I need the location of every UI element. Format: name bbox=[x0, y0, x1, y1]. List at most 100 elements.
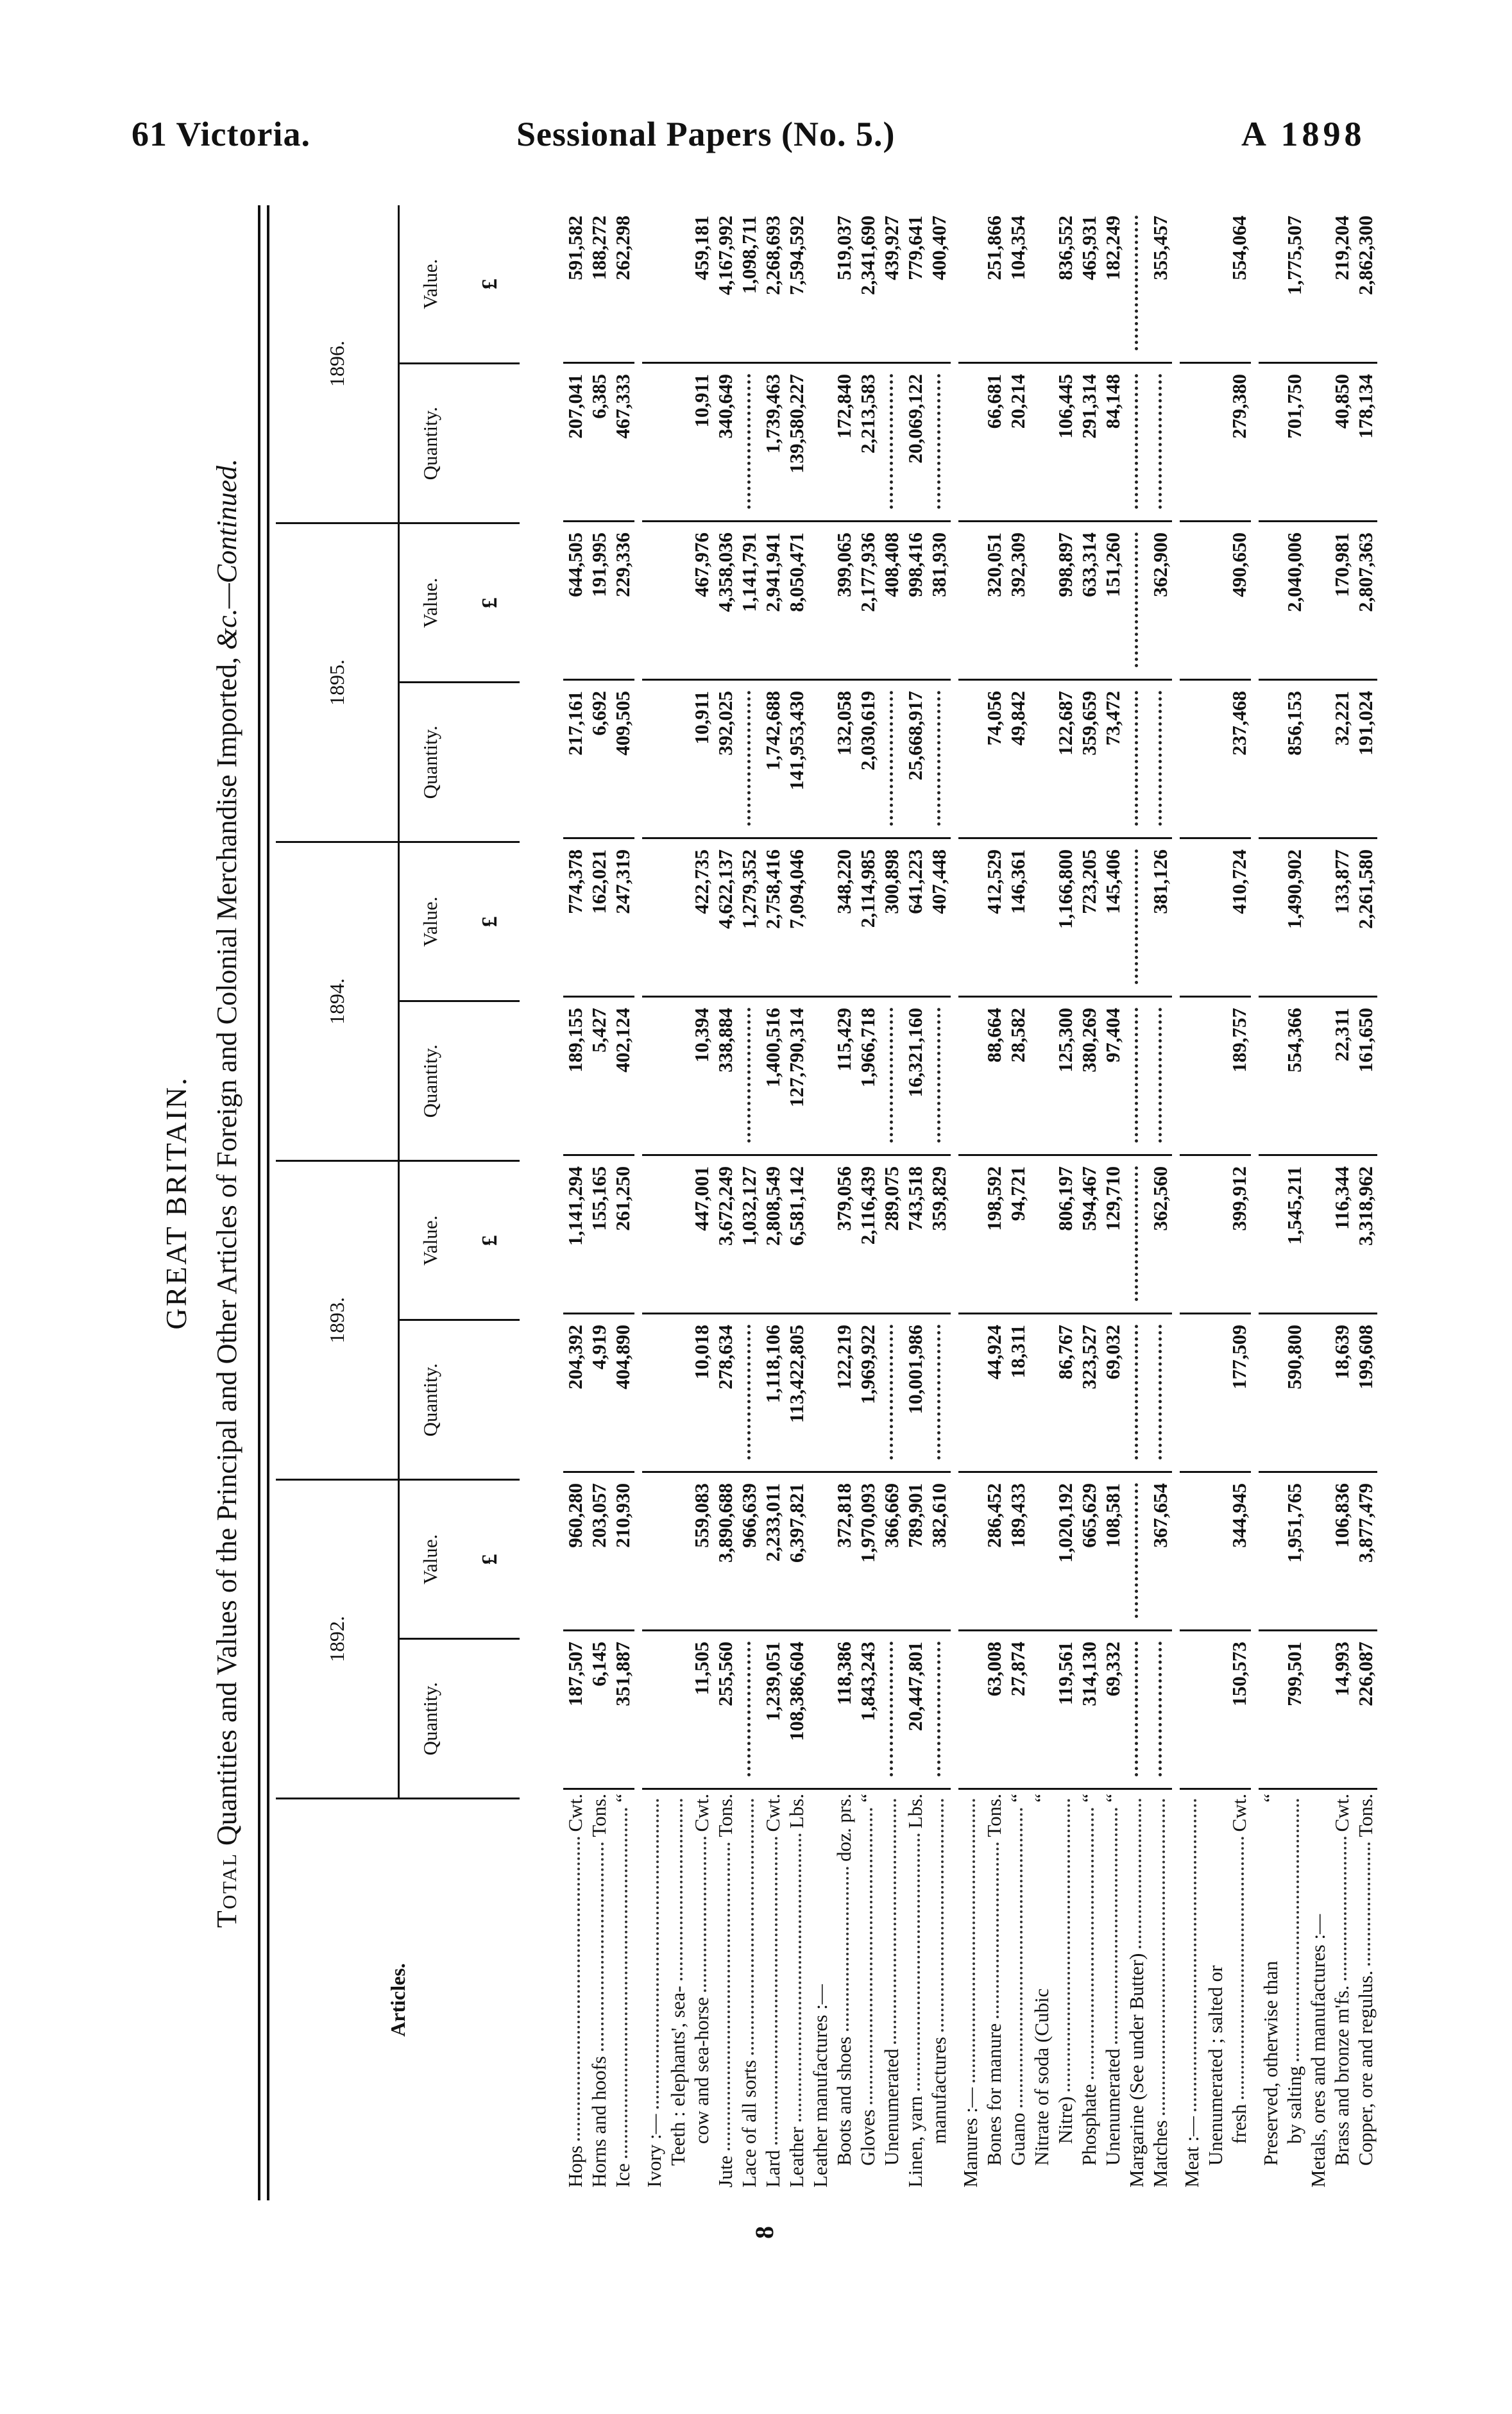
value-cell bbox=[808, 839, 832, 998]
article-cell: Horns and hoofs Tons. bbox=[587, 1790, 611, 2200]
quantity-cell: 255,560 bbox=[713, 1631, 737, 1790]
value-cell: 348,220 bbox=[832, 839, 856, 998]
value-cell: 459,181 bbox=[690, 205, 713, 364]
dotted-leader bbox=[1135, 532, 1138, 667]
article-name: by salting bbox=[1283, 2066, 1305, 2144]
dot-leader bbox=[563, 1837, 580, 2141]
year-header-1892: 1892. Quantity. Value. £ bbox=[276, 1481, 520, 1799]
value-cell bbox=[1125, 522, 1148, 681]
article-cell: Teeth : elephants', sea- bbox=[666, 1790, 690, 2200]
value-cell: 779,641 bbox=[903, 205, 927, 364]
quantity-cell: 20,447,801 bbox=[903, 1631, 927, 1790]
quantity-cell bbox=[1148, 1314, 1172, 1473]
unit-label bbox=[1180, 1790, 1203, 1794]
value-cell: 372,818 bbox=[832, 1473, 856, 1631]
quantity-cell: 467,333 bbox=[611, 364, 634, 522]
quantity-cell bbox=[666, 681, 690, 839]
value-cell: 155,165 bbox=[587, 1156, 611, 1314]
value-cell: 774,378 bbox=[563, 839, 587, 998]
quantity-cell: 108,386,604 bbox=[785, 1631, 808, 1790]
margin-mark: 8 bbox=[750, 2226, 779, 2239]
value-cell: 743,518 bbox=[903, 1156, 927, 1314]
dotted-leader bbox=[937, 1008, 940, 1143]
table-row: cow and sea-horse Cwt. 11,505 559,083 10,018… bbox=[690, 205, 713, 2200]
quantity-cell: 10,911 bbox=[690, 364, 713, 522]
unit-label bbox=[1125, 1790, 1148, 1794]
unit-label bbox=[1053, 1790, 1077, 1794]
unit-label bbox=[879, 1790, 903, 1794]
value-cell: 1,951,765 bbox=[1282, 1473, 1306, 1631]
value-cell: 3,318,962 bbox=[1354, 1156, 1377, 1314]
quantity-header: Quantity. bbox=[418, 1044, 441, 1118]
year-header-1895: 1895. Quantity. Value. £ bbox=[276, 524, 520, 843]
quantity-cell bbox=[1306, 998, 1330, 1156]
table-title: Total Quantities and Values of the Princ… bbox=[210, 212, 243, 2175]
quantity-cell: 113,422,805 bbox=[785, 1314, 808, 1473]
article-name: Nitre) bbox=[1054, 2096, 1076, 2144]
unit-label: “ bbox=[1259, 1794, 1282, 1803]
quantity-cell: 44,924 bbox=[982, 1314, 1006, 1473]
value-cell: 251,866 bbox=[982, 205, 1006, 364]
quantity-cell bbox=[1148, 1631, 1172, 1790]
quantity-cell bbox=[737, 1314, 761, 1473]
article-name: Unenumerated bbox=[880, 2048, 903, 2166]
quantity-cell bbox=[879, 364, 903, 522]
dotted-leader bbox=[937, 1325, 940, 1459]
value-cell: 408,408 bbox=[879, 522, 903, 681]
article-cell: Boots and shoes doz. prs. bbox=[832, 1790, 856, 2200]
value-cell: 2,233,011 bbox=[761, 1473, 785, 1631]
value-cell: 7,094,046 bbox=[785, 839, 808, 998]
currency-symbol: £ bbox=[461, 205, 520, 365]
dot-leader bbox=[808, 1799, 825, 1979]
article-cell: Nitrate of soda (Cubic “ bbox=[1030, 1790, 1053, 2200]
value-cell bbox=[1030, 1473, 1053, 1631]
value-cell bbox=[1259, 522, 1282, 681]
dot-leader bbox=[1053, 1799, 1070, 2091]
value-cell: 359,829 bbox=[927, 1156, 951, 1314]
value-cell: 286,452 bbox=[982, 1473, 1006, 1631]
value-cell bbox=[1259, 1156, 1282, 1314]
value-cell bbox=[1259, 839, 1282, 998]
quantity-cell: 402,124 bbox=[611, 998, 634, 1156]
quantity-cell: 73,472 bbox=[1101, 681, 1125, 839]
dotted-leader bbox=[1135, 1642, 1138, 1776]
unit-label bbox=[642, 1790, 666, 1794]
value-cell: 412,529 bbox=[982, 839, 1006, 998]
dot-leader bbox=[1180, 1799, 1196, 2111]
quantity-cell: 1,742,688 bbox=[761, 681, 785, 839]
quantity-cell bbox=[1125, 364, 1148, 522]
unit-label bbox=[666, 1790, 690, 1794]
quantity-cell: 10,018 bbox=[690, 1314, 713, 1473]
value-cell: 1,490,902 bbox=[1282, 839, 1306, 998]
section-heading: GREAT BRITAIN. bbox=[160, 1076, 192, 1330]
quantity-cell bbox=[1125, 681, 1148, 839]
article-name: Phosphate bbox=[1078, 2084, 1100, 2166]
value-cell: 262,298 bbox=[611, 205, 634, 364]
quantity-cell bbox=[958, 998, 982, 1156]
value-cell: 2,758,416 bbox=[761, 839, 785, 998]
value-cell: 8,050,471 bbox=[785, 522, 808, 681]
value-cell bbox=[642, 839, 666, 998]
value-cell: 320,051 bbox=[982, 522, 1006, 681]
table-row: Phosphate “ 314,130 665,629 323,527 594,467 38… bbox=[1077, 205, 1101, 2200]
value-cell: 362,900 bbox=[1148, 522, 1172, 681]
value-cell: 2,261,580 bbox=[1354, 839, 1377, 998]
quantity-cell: 66,681 bbox=[982, 364, 1006, 522]
article-cell: Bones for manure Tons. bbox=[982, 1790, 1006, 2200]
value-cell: 170,981 bbox=[1330, 522, 1354, 681]
article-name: Manures :— bbox=[959, 2087, 981, 2188]
dotted-leader bbox=[747, 1325, 751, 1459]
quantity-cell: 291,314 bbox=[1077, 364, 1101, 522]
unit-label: Cwt. bbox=[564, 1794, 586, 1832]
dotted-leader bbox=[1135, 1325, 1138, 1459]
value-cell bbox=[808, 1473, 832, 1631]
quantity-cell: 22,311 bbox=[1330, 998, 1354, 1156]
quantity-unit-blank bbox=[461, 1003, 520, 1160]
quantity-cell: 189,155 bbox=[563, 998, 587, 1156]
quantity-cell bbox=[1306, 364, 1330, 522]
table-row: Preserved, otherwise than “ bbox=[1259, 205, 1282, 2200]
quantity-cell: 14,993 bbox=[1330, 1631, 1354, 1790]
value-cell: 7,594,592 bbox=[785, 205, 808, 364]
unit-label: Cwt. bbox=[761, 1794, 784, 1832]
dotted-leader bbox=[747, 1642, 751, 1776]
